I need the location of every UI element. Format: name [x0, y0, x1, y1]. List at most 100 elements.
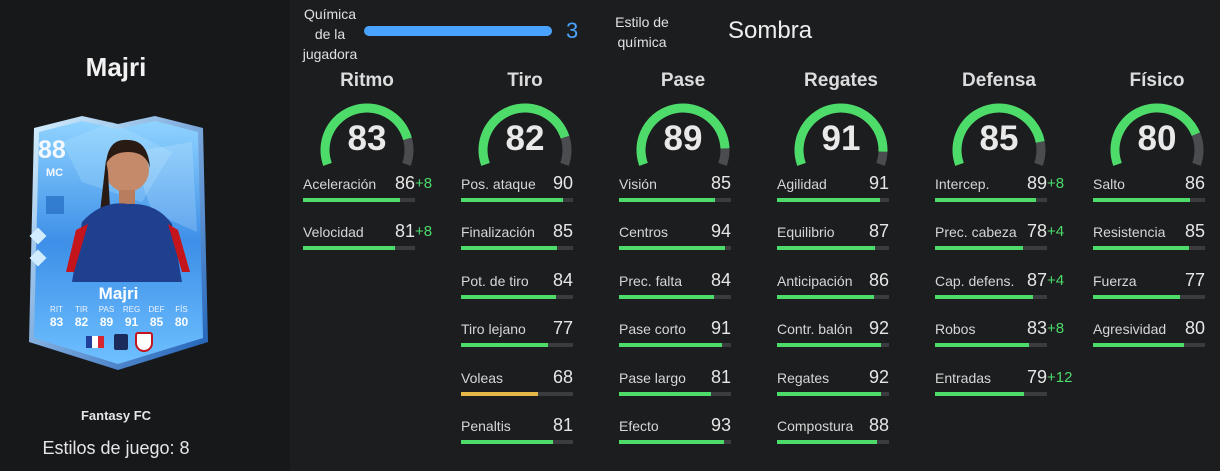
stat-bar-fill: [461, 391, 538, 396]
stat-boost: +8: [415, 223, 433, 241]
stat-name: Intercep.: [935, 176, 990, 192]
player-card[interactable]: 88 MC Majri RIT 83 TIR 82 PAS 89 REG 91 DEF 8…: [22, 112, 215, 374]
card-rating: 88: [38, 136, 66, 164]
card-stat-label: PAS: [98, 305, 115, 314]
gauge-fill: [794, 103, 888, 166]
stat-name: Fuerza: [1093, 272, 1137, 289]
stat-value: 85: [710, 173, 731, 193]
stat-row[interactable]: Prec. cabeza 78 +4: [935, 221, 1075, 272]
stat-bar: [777, 246, 889, 251]
card-stat-value: 82: [74, 315, 89, 329]
stat-row[interactable]: Efecto 93: [619, 415, 759, 466]
stat-bar-fill: [461, 294, 557, 299]
stat-boost: +8: [1047, 320, 1065, 338]
stat-bar: [303, 198, 415, 202]
stat-row[interactable]: Entradas 79 +12: [935, 367, 1075, 418]
stat-row[interactable]: Tiro lejano 77: [461, 318, 601, 369]
stat-row[interactable]: Velocidad 81 +8: [303, 221, 443, 272]
stat-value: 94: [710, 221, 731, 242]
column-rating: 91: [821, 119, 861, 158]
stat-value: 87: [1026, 269, 1047, 290]
card-stat-value: 91: [124, 315, 139, 329]
gauge-fill: [636, 103, 730, 166]
stat-bar: [777, 198, 889, 202]
stat-row[interactable]: Visión 85: [619, 173, 759, 224]
stat-bar-fill: [461, 198, 563, 202]
chem-style-value[interactable]: Sombra: [728, 17, 813, 44]
stat-bar: [619, 198, 731, 202]
stat-value: 77: [1184, 269, 1205, 290]
stat-row[interactable]: Pot. de tiro 84: [461, 269, 601, 321]
stat-row[interactable]: Centros 94: [619, 221, 759, 272]
stat-bar-fill: [461, 246, 558, 251]
gauge-fill: [952, 103, 1045, 166]
card-stat: REG 91: [119, 305, 144, 329]
stat-value: 84: [552, 269, 573, 290]
playstyles-count[interactable]: Estilos de juego: 8: [42, 438, 190, 458]
stat-row[interactable]: Salto 86: [1093, 173, 1220, 224]
stat-name: Centros: [619, 224, 669, 241]
stat-value: 87: [868, 221, 889, 242]
chemistry-value: 3: [566, 18, 579, 43]
stat-row[interactable]: Fuerza 77: [1093, 269, 1220, 321]
stat-bar: [1093, 294, 1205, 299]
stat-name: Pase corto: [619, 321, 686, 338]
stat-row[interactable]: Pos. ataque 90: [461, 173, 601, 224]
stat-row[interactable]: Aceleración 86 +8: [303, 173, 443, 224]
stat-bar: [619, 294, 731, 299]
stat-name: Regates: [777, 369, 830, 386]
card-type-label: Fantasy FC: [80, 408, 152, 423]
stat-value: 91: [868, 173, 889, 193]
stat-row[interactable]: Pase largo 81: [619, 367, 759, 418]
stat-bar-fill: [777, 440, 877, 444]
stat-row[interactable]: Prec. falta 84: [619, 270, 759, 321]
stat-bar: [461, 198, 573, 202]
stat-bar: [461, 343, 573, 348]
stat-name: Robos: [935, 321, 976, 338]
stat-name: Contr. balón: [777, 321, 853, 338]
stat-boost: +8: [415, 175, 433, 192]
stat-row[interactable]: Cap. defens. 87 +4: [935, 269, 1075, 321]
card-stat-value: 80: [174, 315, 189, 329]
stat-row[interactable]: Intercep. 89 +8: [935, 173, 1075, 224]
card-stat-label: DEF: [148, 305, 165, 314]
stat-boost: +12: [1047, 368, 1073, 386]
stat-row[interactable]: Finalización 85: [461, 221, 601, 272]
stat-bar: [777, 440, 889, 444]
stat-bar-fill: [303, 246, 395, 251]
league-badge-icon: [114, 334, 128, 350]
stat-row[interactable]: Equilibrio 87: [777, 221, 917, 272]
stat-bar: [619, 391, 731, 396]
stat-bar-fill: [777, 391, 882, 396]
gauge-fill: [320, 103, 412, 166]
rating-gauge: [1110, 103, 1204, 166]
stat-row[interactable]: Contr. balón 92: [777, 318, 917, 369]
stat-row[interactable]: Compostura 88: [777, 415, 917, 466]
stat-row[interactable]: Voleas 68: [461, 367, 601, 418]
stat-name: Aceleración: [303, 176, 377, 192]
stat-value: 86: [394, 173, 415, 193]
stat-row[interactable]: Agilidad 91: [777, 173, 917, 224]
stat-name: Pos. ataque: [461, 176, 536, 192]
rating-gauge: [320, 103, 414, 166]
stat-row[interactable]: Pase corto 91: [619, 318, 759, 369]
stat-value: 86: [1184, 173, 1205, 193]
stat-value: 81: [552, 415, 573, 435]
stat-row[interactable]: Agresividad 80: [1093, 318, 1220, 369]
stat-row[interactable]: Resistencia 85: [1093, 221, 1220, 272]
stat-row[interactable]: Anticipación 86: [777, 270, 917, 321]
stat-name: Resistencia: [1093, 224, 1166, 241]
stat-bar-fill: [935, 246, 1024, 251]
stat-row[interactable]: Penaltis 81: [461, 415, 601, 466]
stat-bar-fill: [1093, 343, 1184, 348]
stat-value: 92: [868, 318, 889, 339]
stat-bar: [935, 391, 1047, 396]
stat-row[interactable]: Robos 83 +8: [935, 318, 1075, 369]
card-stat-label: REG: [122, 305, 141, 314]
stat-boost: +4: [1047, 223, 1065, 241]
column-title: Tiro: [507, 70, 543, 91]
stat-bar-fill: [303, 198, 401, 202]
card-stat-label: FÍS: [175, 305, 188, 314]
stat-row[interactable]: Regates 92: [777, 367, 917, 418]
column-rating: 89: [663, 119, 703, 158]
